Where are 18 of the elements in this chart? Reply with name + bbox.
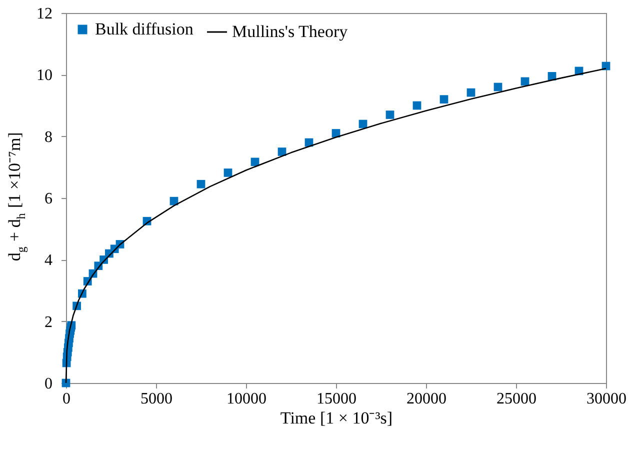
y-tick-label: 4 — [44, 252, 52, 270]
y-tick-label: 10 — [36, 67, 52, 84]
x-tick-label: 25000 — [496, 390, 536, 408]
x-tick-label: 10000 — [226, 390, 266, 408]
x-tick-label: 0 — [62, 390, 70, 408]
x-tick-label: 20000 — [406, 390, 446, 408]
legend-label: Mullins's Theory — [232, 22, 348, 41]
x-axis-title: Time [1 × 10⁻³s] — [280, 408, 393, 428]
y-tick-label: 6 — [44, 190, 52, 208]
y-tick-label: 0 — [44, 376, 52, 392]
x-tick-label: 30000 — [586, 390, 626, 408]
y-tick-label: 2 — [44, 314, 52, 331]
y-tick-label: 12 — [36, 6, 52, 22]
y-axis-title: dg + dh [1 ×10⁻⁷m] — [5, 132, 28, 262]
x-tick-label: 15000 — [316, 390, 356, 408]
legend-label: Bulk diffusion — [95, 20, 194, 38]
y-tick-label: 8 — [44, 128, 52, 146]
x-tick-label: 5000 — [140, 390, 172, 408]
